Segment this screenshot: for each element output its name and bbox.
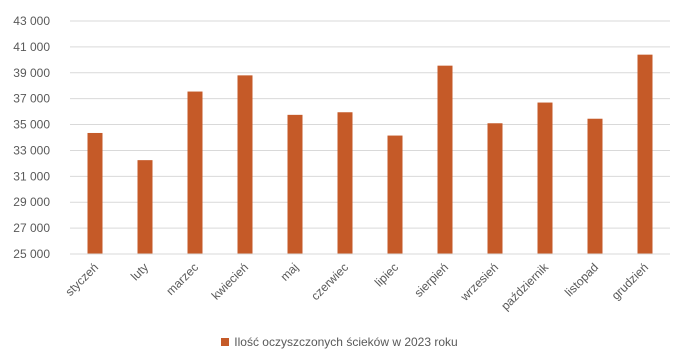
y-axis-tick-labels: 25 000 27 000 29 000 31 000 33 000 35 000 37 0… bbox=[13, 14, 50, 261]
x-tick-label: sierpień bbox=[412, 260, 452, 300]
x-tick-label: luty bbox=[128, 260, 151, 283]
legend-label: Ilość oczyszczonych ścieków w 2023 roku bbox=[234, 335, 458, 349]
bar-3 bbox=[237, 75, 253, 254]
bar-1 bbox=[137, 160, 153, 254]
x-tick-label: styczeń bbox=[62, 260, 101, 299]
bar-10 bbox=[587, 118, 603, 254]
y-tick-label: 37 000 bbox=[13, 92, 50, 106]
bar-9 bbox=[537, 102, 553, 254]
x-tick-label: lipiec bbox=[372, 260, 401, 289]
bar-4 bbox=[287, 114, 303, 254]
x-tick-label: maj bbox=[278, 260, 302, 284]
x-tick-label: październik bbox=[498, 260, 552, 314]
x-tick-label: czerwiec bbox=[308, 260, 351, 303]
legend-swatch bbox=[221, 338, 230, 346]
y-tick-label: 31 000 bbox=[13, 169, 50, 183]
bar-chart: 25 000 27 000 29 000 31 000 33 000 35 000 37 0… bbox=[13, 14, 670, 314]
y-tick-label: 41 000 bbox=[13, 40, 50, 54]
bar-8 bbox=[487, 123, 503, 254]
bars bbox=[87, 54, 653, 255]
x-tick-label: kwiecień bbox=[209, 260, 251, 302]
x-tick-label: wrzesień bbox=[457, 260, 501, 304]
y-tick-label: 29 000 bbox=[13, 195, 50, 209]
x-tick-label: marzec bbox=[163, 260, 201, 298]
y-tick-label: 43 000 bbox=[13, 14, 50, 28]
x-tick-label: grudzień bbox=[609, 260, 651, 302]
bar-5 bbox=[337, 112, 353, 254]
bar-2 bbox=[187, 91, 203, 254]
y-tick-label: 39 000 bbox=[13, 66, 50, 80]
y-tick-label: 25 000 bbox=[13, 247, 50, 261]
x-tick-label: listopad bbox=[562, 260, 601, 299]
y-tick-label: 27 000 bbox=[13, 221, 50, 235]
bar-11 bbox=[637, 54, 653, 255]
gridlines bbox=[70, 20, 670, 229]
bar-6 bbox=[387, 135, 403, 254]
y-tick-label: 35 000 bbox=[13, 118, 50, 132]
y-tick-label: 33 000 bbox=[13, 143, 50, 157]
x-axis-category-labels: styczeń luty marzec kwiecień maj czerwiec lipi… bbox=[62, 260, 651, 314]
legend: Ilość oczyszczonych ścieków w 2023 roku bbox=[0, 335, 679, 349]
bar-7 bbox=[437, 65, 453, 255]
bar-0 bbox=[87, 132, 103, 254]
